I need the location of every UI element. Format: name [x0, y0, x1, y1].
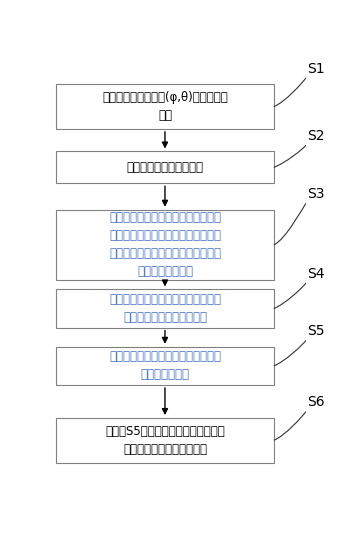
Bar — [56, 84, 274, 129]
Text: S5: S5 — [307, 324, 325, 338]
Bar — [56, 347, 274, 385]
Text: 根据阵列天线的排布，计算得到阵列
天线每个天线单元得到的信号，并且
在每个天线单元得到的信号上分别加
上高斯白噪声信号: 根据阵列天线的排布，计算得到阵列 天线每个天线单元得到的信号，并且 在每个天线单… — [109, 211, 221, 278]
Text: S3: S3 — [307, 187, 325, 201]
Bar — [56, 289, 274, 328]
Text: 将阵列天线各个单元的信号分别乘上
各个单元的权値: 将阵列天线各个单元的信号分别乘上 各个单元的权値 — [109, 351, 221, 381]
Text: S6: S6 — [307, 395, 325, 410]
Bar — [56, 151, 274, 183]
Text: 将步骤S5中各个单元的信号与各个单
元的权値相乘后的信号相加: 将步骤S5中各个单元的信号与各个单 元的权値相乘后的信号相加 — [105, 425, 225, 456]
Text: S4: S4 — [307, 267, 325, 281]
Bar — [56, 418, 274, 463]
Text: S2: S2 — [307, 129, 325, 143]
Bar — [56, 210, 274, 280]
Text: S1: S1 — [307, 62, 325, 76]
Text: 确定在一个特定方向(φ,θ)上没有信号
传输: 确定在一个特定方向(φ,θ)上没有信号 传输 — [102, 91, 228, 122]
Text: 根据功率倒置调零算法，计算得到阵
列天线每个天线单元的权値: 根据功率倒置调零算法，计算得到阵 列天线每个天线单元的权値 — [109, 293, 221, 324]
Text: 计算生成一个虚拟的信号: 计算生成一个虚拟的信号 — [126, 161, 203, 174]
